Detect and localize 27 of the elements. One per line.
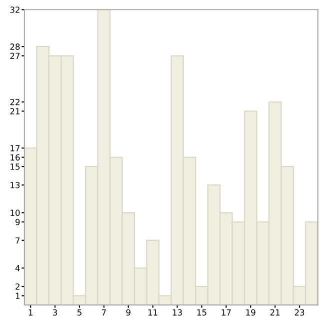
x-tick-label: 1 (28, 309, 32, 316)
x-tick-label: 11 (148, 309, 158, 316)
x-tick-label: 19 (246, 309, 256, 316)
x-tick-label: 23 (294, 309, 304, 316)
y-tick-label: 15 (10, 164, 20, 170)
y-tick-label: 1 (16, 292, 20, 299)
y-tick-label: 9 (16, 218, 20, 226)
y-tick-label: 2 (16, 283, 20, 290)
y-tick-label: 22 (10, 98, 20, 106)
y-tick-label: 10 (10, 210, 20, 216)
y-tick-label: 13 (10, 182, 20, 188)
y-tick-label: 28 (10, 44, 20, 50)
y-tick-label: 7 (16, 237, 20, 244)
y-tick-label: 16 (10, 154, 20, 161)
y-tick-label: 32 (10, 6, 20, 13)
y-tick-label: 17 (10, 145, 20, 152)
y-tick-label: 21 (10, 108, 20, 114)
y-tick-label: 27 (10, 52, 20, 59)
x-tick-label: 15 (197, 309, 206, 316)
x-tick-label: 3 (52, 309, 57, 316)
x-tick-label: 17 (222, 309, 231, 316)
x-tick-label: 13 (172, 309, 182, 316)
x-tick-label: 7 (102, 309, 106, 316)
y-tick-label: 4 (15, 265, 20, 272)
x-tick-label: 21 (270, 309, 280, 316)
x-tick-label: 9 (126, 309, 130, 316)
x-tick-label: 5 (77, 309, 82, 316)
